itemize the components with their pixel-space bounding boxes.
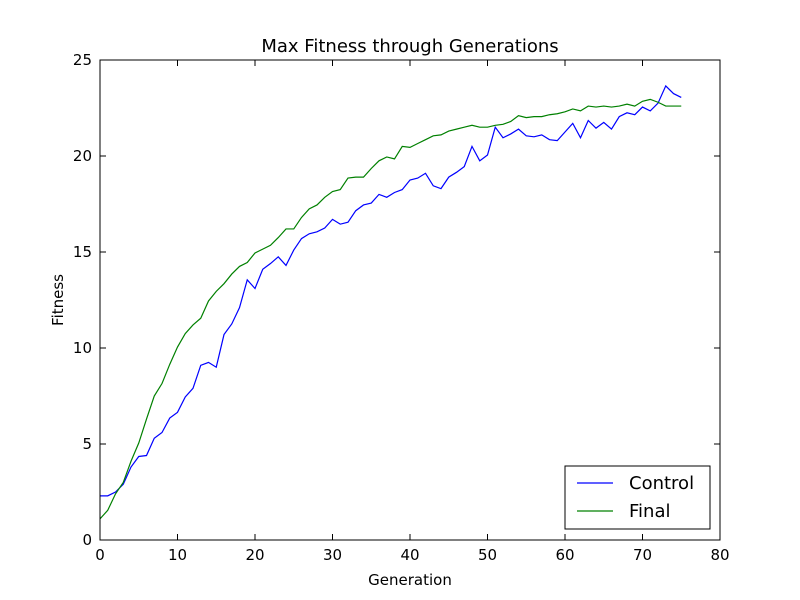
legend-label-final: Final <box>629 501 670 522</box>
x-tick-label: 60 <box>555 546 574 564</box>
y-axis-label: Fitness <box>49 274 67 326</box>
legend-box <box>564 465 711 530</box>
legend: Control Final <box>564 465 711 530</box>
x-tick-label: 80 <box>710 546 729 564</box>
y-tick-label: 0 <box>82 531 92 549</box>
plot-area-frame <box>99 59 721 541</box>
x-tick-label: 40 <box>400 546 419 564</box>
y-tick-label: 20 <box>73 147 92 165</box>
x-tick-label: 70 <box>633 546 652 564</box>
x-axis-label: Generation <box>368 571 452 589</box>
legend-label-control: Control <box>629 473 694 494</box>
series-line-control <box>100 84 682 497</box>
y-tick-label: 25 <box>73 51 92 69</box>
tick-layer: 0 10 20 30 40 50 60 70 80 0 5 10 15 20 25 <box>73 51 730 564</box>
chart-title: Max Fitness through Generations <box>261 36 558 57</box>
x-tick-label: 0 <box>95 546 105 564</box>
y-tick-label: 10 <box>73 339 92 357</box>
series-layer <box>99 84 682 520</box>
y-tick-label: 15 <box>73 243 92 261</box>
y-tick-label: 5 <box>82 435 92 453</box>
x-tick-label: 50 <box>478 546 497 564</box>
x-tick-label: 10 <box>168 546 187 564</box>
series-line-final <box>99 98 682 520</box>
x-tick-label: 30 <box>323 546 342 564</box>
x-tick-label: 20 <box>245 546 264 564</box>
